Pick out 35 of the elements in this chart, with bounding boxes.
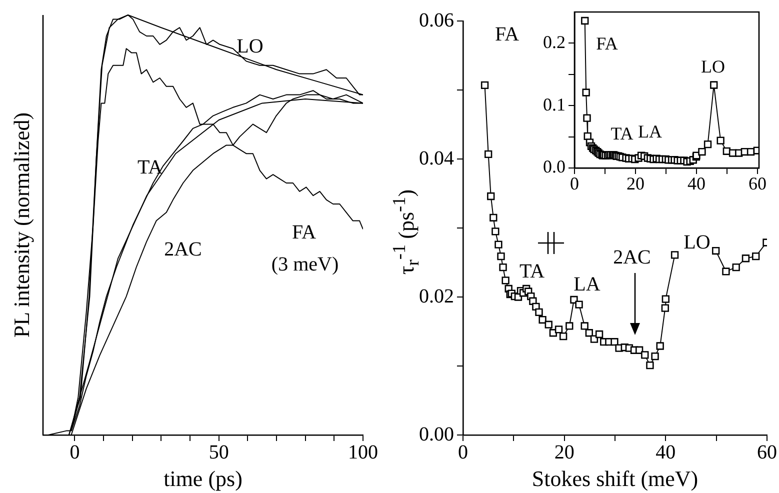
x-tick-label: 0: [458, 441, 468, 464]
annotation: TA: [137, 156, 164, 178]
annotation: LO: [236, 35, 264, 58]
annotation: LA: [574, 273, 601, 296]
x-axis-title: Stokes shift (meV): [532, 466, 698, 491]
x-tick-label: 0: [570, 174, 579, 194]
annotation: TA: [519, 260, 546, 282]
y-tick-label: 0.00: [419, 423, 454, 446]
x-tick-label: 20: [626, 174, 644, 194]
x-axis-title: time (ps): [164, 466, 242, 491]
annotation: TA: [610, 124, 634, 144]
x-tick-label: 40: [687, 174, 706, 194]
y-tick-label: 0.04: [419, 147, 454, 170]
y-tick-label: 0.1: [543, 94, 566, 114]
annotation: LO: [701, 56, 725, 77]
y-tick-label: 0.06: [419, 9, 454, 32]
y-tick-label: 0.2: [543, 32, 566, 52]
annotation: (3 meV): [271, 253, 339, 276]
x-tick-label: 60: [748, 174, 766, 194]
x-tick-label: 60: [757, 441, 777, 464]
y-tick-label: 0.0: [543, 156, 566, 177]
annotation: 2AC: [164, 238, 202, 260]
x-tick-label: 20: [554, 441, 574, 464]
annotation: FA: [494, 23, 520, 46]
annotation: 2AC: [613, 246, 651, 268]
y-axis-title: PL intensity (normalized): [9, 112, 34, 338]
x-tick-label: 50: [208, 441, 229, 464]
annotation: FA: [292, 221, 317, 244]
annotation: FA: [596, 34, 618, 54]
annotation: LO: [684, 231, 710, 254]
x-tick-label: 40: [656, 441, 676, 464]
y-tick-label: 0.02: [419, 285, 454, 308]
x-tick-label: 100: [348, 441, 378, 464]
x-tick-label: 0: [70, 441, 80, 464]
annotation: LA: [638, 122, 662, 142]
